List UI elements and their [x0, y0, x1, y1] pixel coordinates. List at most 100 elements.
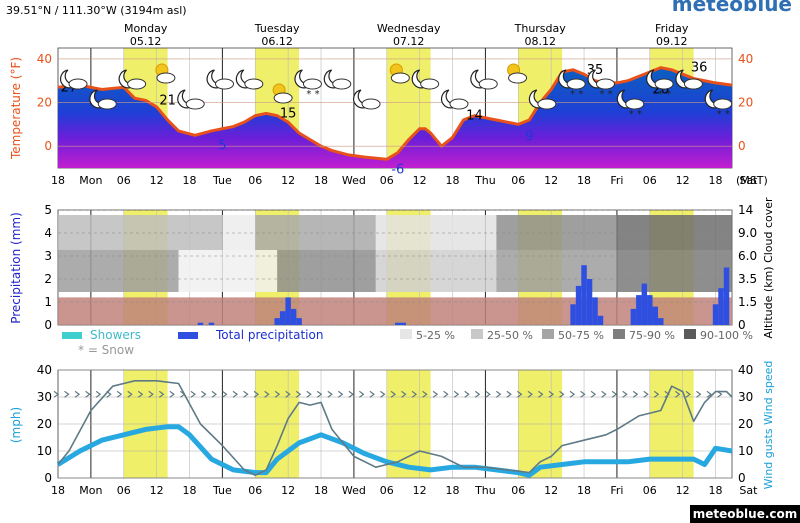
time-axis-label: 18 — [446, 484, 460, 497]
wind-right-axis-label: Wind gusts Wind speed — [762, 361, 775, 490]
moon-cloud-icon — [206, 69, 235, 90]
time-axis-label: 12 — [544, 484, 558, 497]
time-axis-label: Thu — [474, 484, 496, 497]
snow-marks: * * — [570, 89, 583, 100]
time-axis-label: Fri — [610, 484, 623, 497]
time-axis-label: 18 — [51, 174, 65, 187]
wind-direction-arrow — [53, 390, 59, 398]
wind-direction-arrow — [74, 390, 81, 398]
wind-tick-right: 10 — [738, 444, 753, 458]
moon-cloud-icon — [118, 69, 147, 90]
day-name-label: Monday — [124, 22, 168, 35]
cloud-shape — [625, 98, 645, 110]
altitude-axis-label: Altitude (km) Cloud cover — [762, 197, 775, 339]
cloud-cover-band — [58, 250, 179, 292]
footer-brand[interactable]: meteoblue.com — [690, 505, 800, 523]
snow-cloud-icon: * * — [616, 89, 645, 120]
wind-direction-arrow — [590, 390, 597, 398]
wind-direction-arrow — [717, 390, 723, 398]
wind-direction-arrow — [95, 390, 102, 398]
precipitation-bar — [570, 304, 576, 325]
wind-direction-arrow — [674, 390, 681, 398]
cloud-cover-band — [58, 215, 223, 250]
legend-cloud-label: 90-100 % — [700, 329, 753, 342]
precipitation-bar — [197, 322, 204, 325]
wind-direction-arrow — [443, 390, 449, 398]
precipitation-bar — [208, 322, 215, 325]
wind-direction-arrow — [201, 390, 207, 398]
time-axis-label: 12 — [281, 174, 295, 187]
precipitation-bar — [296, 318, 302, 325]
snow-marks: * * — [599, 89, 612, 100]
time-axis-label: Tue — [212, 174, 232, 187]
time-axis-label: 18 — [446, 174, 460, 187]
wind-direction-arrow — [127, 390, 133, 398]
cloud-shape — [68, 78, 88, 90]
moon-cloud-icon — [440, 89, 469, 110]
precipitation-bar — [586, 279, 593, 325]
wind-direction-arrow — [622, 390, 628, 398]
altitude-tick-right: 1.5 — [738, 295, 757, 309]
day-date-label: 09.12 — [656, 35, 688, 48]
cloud-cover-band — [178, 250, 278, 292]
wind-direction-arrow — [474, 390, 481, 398]
time-axis-label: 18 — [577, 484, 591, 497]
legend-total-precip-label: Total precipitation — [215, 328, 323, 342]
cloud-shape — [97, 98, 117, 110]
time-axis-label: 06 — [643, 174, 657, 187]
sun-cloud-icon — [155, 63, 176, 84]
cloud-cover-band — [375, 250, 497, 292]
time-axis-label: 06 — [511, 174, 525, 187]
wind-direction-arrow — [580, 390, 586, 398]
temperature-value-label: -6 — [391, 162, 404, 177]
cloud-shape — [361, 98, 381, 110]
time-axis-label: 12 — [676, 174, 690, 187]
temperature-axis-label: Temperature (°F) — [9, 57, 23, 160]
time-axis-label: 06 — [380, 174, 394, 187]
time-axis-label: Sat — [739, 484, 758, 497]
time-axis-label: 18 — [577, 174, 591, 187]
moon-cloud-icon — [235, 69, 264, 90]
precipitation-bar — [597, 315, 604, 325]
moon-cloud-icon — [675, 69, 703, 90]
wind-direction-arrow — [316, 390, 323, 398]
wind-tick-right: 20 — [738, 417, 753, 431]
precipitation-bar — [723, 267, 730, 325]
wind-direction-arrow — [611, 390, 618, 398]
wind-direction-arrow — [643, 390, 649, 398]
time-axis-label: 18 — [314, 484, 328, 497]
precipitation-bar — [658, 318, 664, 325]
time-axis-label: 12 — [150, 484, 164, 497]
day-date-label: 07.12 — [393, 35, 425, 48]
precip-tick-left: 2 — [44, 272, 52, 286]
precip-axis-label: Precipitation (mm) — [9, 212, 23, 324]
cloud-shape — [156, 72, 176, 84]
cloud-shape — [713, 98, 733, 110]
wind-direction-arrow — [464, 390, 470, 398]
temperature-line — [57, 66, 733, 161]
time-axis-label: 18 — [51, 484, 65, 497]
moon-cloud-icon — [177, 89, 205, 110]
legend-cloud-swatch — [400, 329, 412, 339]
moon-cloud-icon — [353, 89, 381, 110]
wind-direction-arrow — [359, 390, 365, 398]
time-axis-label: 18 — [183, 174, 197, 187]
cloud-shape — [244, 78, 264, 90]
moon-cloud-icon — [89, 89, 117, 110]
wind-direction-arrow — [306, 390, 312, 398]
sun-cloud-icon — [389, 63, 410, 84]
wind-direction-arrow — [264, 390, 270, 398]
temperature-tick-left: 40 — [37, 52, 52, 66]
temperature-value-label: 5 — [218, 138, 226, 153]
day-name-label: Friday — [655, 22, 689, 35]
altitude-tick-right: 14 — [738, 203, 753, 217]
wind-direction-arrow — [685, 390, 691, 398]
cloud-shape — [654, 78, 674, 90]
snow-marks: * * — [658, 89, 671, 100]
time-axis-label: Tue — [212, 484, 232, 497]
cloud-shape — [420, 78, 440, 90]
wind-direction-arrow — [411, 390, 418, 398]
temperature-value-label: 14 — [466, 109, 483, 124]
time-axis-label: 12 — [676, 484, 690, 497]
wind-direction-arrow — [538, 390, 544, 398]
